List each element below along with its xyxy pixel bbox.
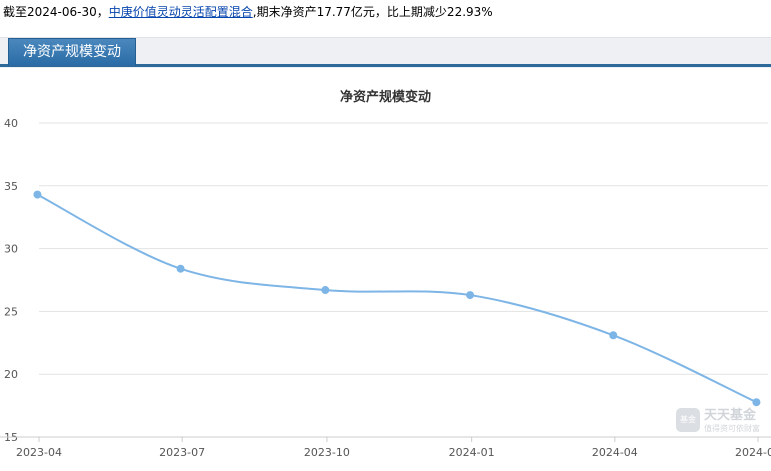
x-tick-label: 2023-07 [159, 446, 205, 459]
x-tick-label: 2024-01 [449, 446, 495, 459]
summary-suffix: ,期末净资产17.77亿元，比上期减少22.93% [252, 5, 493, 19]
x-tick-label: 2024-07 [735, 446, 771, 459]
y-tick-label: 30 [4, 243, 18, 256]
grid-layer [39, 122, 768, 375]
summary-prefix: 截至2024-06-30， [3, 5, 109, 19]
fund-name-link[interactable]: 中庚价值灵动灵活配置混合 [108, 5, 253, 19]
x-tick-label: 2023-04 [16, 446, 62, 459]
x-tick-label: 2023-10 [304, 446, 350, 459]
data-point [176, 264, 185, 273]
y-tick-label: 40 [4, 117, 18, 130]
tab-bar-underline [0, 64, 771, 67]
data-point [466, 291, 475, 300]
tiantian-fund-watermark: 基金 天天基金 值得资可依财富 [676, 408, 768, 434]
chart-title: 净资产规模变动 [339, 90, 431, 105]
y-tick-label: 35 [4, 180, 18, 193]
watermark-name: 天天基金 [704, 408, 757, 423]
watermark-logo-icon: 基金 [676, 408, 700, 432]
data-point [321, 286, 330, 295]
watermark-slogan: 值得资可依财富 [704, 424, 760, 433]
summary-text: 截至2024-06-30，中庚价值灵动灵活配置混合,期末净资产17.77亿元，比… [3, 3, 768, 21]
data-point [33, 190, 42, 199]
data-point [752, 398, 761, 407]
x-tick-label: 2024-04 [592, 446, 638, 459]
tab-net-asset-scale[interactable]: 净资产规模变动 [8, 38, 136, 66]
series-layer [33, 190, 761, 407]
y-tick-label: 20 [4, 368, 18, 381]
net-asset-series-line [36, 193, 757, 404]
y-tick-label: 25 [4, 305, 18, 318]
data-point [609, 331, 618, 340]
